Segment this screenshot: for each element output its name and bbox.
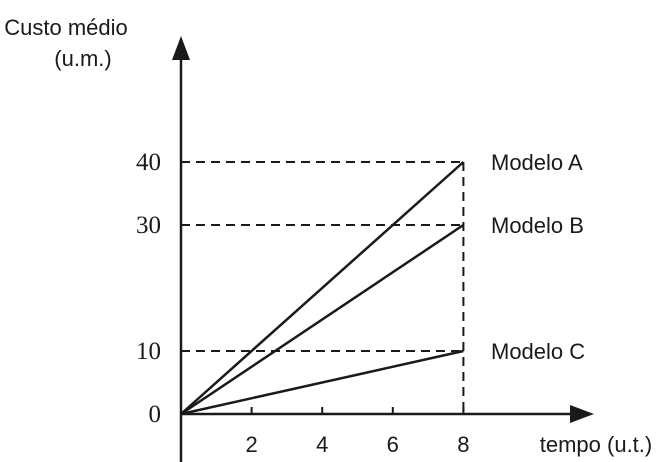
x-tick-label-6: 6	[387, 432, 399, 457]
ticks: 2 4 6 8 0 10 30 40	[136, 149, 470, 457]
series-label-2: Modelo C	[491, 339, 585, 364]
y-tick-label-40: 40	[136, 149, 161, 176]
guide-lines	[181, 161, 465, 414]
x-axis-arrow	[570, 405, 594, 423]
series-lines	[180, 161, 465, 416]
x-axis-title: tempo (u.t.)	[540, 432, 652, 457]
series-line-1	[180, 223, 465, 416]
y-axis-arrow	[172, 36, 190, 60]
y-tick-label-0: 0	[149, 401, 162, 428]
series-line-0	[180, 161, 465, 415]
y-tick-label-30: 30	[136, 212, 161, 239]
series-label-0: Modelo A	[491, 150, 583, 175]
x-tick-label-8: 8	[457, 432, 469, 457]
series-label-1: Modelo B	[491, 213, 584, 238]
series-labels: Modelo A Modelo B Modelo C	[491, 150, 585, 364]
y-tick-label-10: 10	[136, 338, 161, 365]
axes	[172, 36, 594, 462]
y-axis-title-line1: Custo médio	[4, 15, 128, 40]
x-tick-label-4: 4	[316, 432, 328, 457]
x-tick-label-2: 2	[245, 432, 257, 457]
y-axis-title-line2: (u.m.)	[54, 46, 111, 71]
series-line-2	[180, 349, 464, 416]
